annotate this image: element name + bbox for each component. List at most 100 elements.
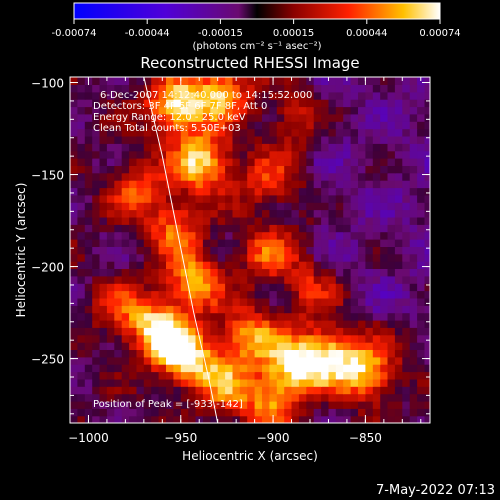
heatmap-cell [372, 180, 381, 189]
heatmap-cell [210, 371, 219, 380]
heatmap-cell [328, 113, 337, 122]
heatmap-cell [262, 364, 270, 373]
heatmap-cell [158, 319, 167, 328]
heatmap-cell [306, 231, 315, 240]
heatmap-cell [387, 128, 396, 137]
heatmap-cell [321, 327, 330, 336]
heatmap-cell [210, 283, 219, 292]
heatmap-cell [106, 334, 115, 343]
heatmap-cell [92, 415, 101, 423]
heatmap-cell [99, 415, 108, 423]
heatmap-cell [106, 356, 115, 365]
heatmap-cell [284, 386, 293, 395]
heatmap-cell [180, 77, 189, 85]
heatmap-cell [225, 143, 234, 152]
heatmap-cell [262, 121, 270, 130]
heatmap-cell [291, 268, 300, 277]
heatmap-cell [417, 290, 426, 299]
heatmap-cell [121, 216, 130, 225]
heatmap-cell [180, 268, 189, 277]
heatmap-cell [313, 253, 322, 262]
heatmap-cell [409, 224, 418, 233]
heatmap-cell [173, 349, 182, 358]
heatmap-cell [92, 209, 101, 218]
heatmap-cell [239, 261, 248, 269]
heatmap-cell [129, 121, 138, 130]
heatmap-cell [365, 378, 374, 387]
heatmap-cell [269, 378, 278, 387]
heatmap-cell [188, 400, 197, 409]
heatmap-cell [254, 224, 263, 233]
heatmap-cell [350, 393, 359, 402]
heatmap-cell [166, 91, 174, 100]
heatmap-cell [195, 378, 204, 387]
heatmap-cell [402, 415, 411, 423]
heatmap-cell [387, 371, 396, 380]
heatmap-cell [321, 194, 330, 203]
heatmap-cell [217, 246, 226, 255]
heatmap-cell [180, 239, 189, 247]
heatmap-cell [306, 364, 315, 373]
heatmap-cell [217, 415, 226, 423]
heatmap-cell [387, 342, 396, 350]
heatmap-cell [225, 172, 234, 181]
heatmap-cell [328, 393, 337, 402]
heatmap-cell [417, 135, 426, 144]
heatmap-cell [173, 135, 182, 144]
heatmap-cell [298, 408, 307, 417]
heatmap-cell [129, 334, 138, 343]
heatmap-cell [254, 128, 263, 137]
heatmap-cell [92, 246, 101, 255]
heatmap-cell [158, 253, 167, 262]
heatmap-cell [328, 415, 337, 423]
heatmap-cell [380, 408, 389, 417]
heatmap-cell [151, 180, 160, 189]
heatmap-cell [70, 305, 78, 314]
heatmap-cell [136, 386, 145, 395]
heatmap-cell [77, 150, 86, 159]
heatmap-cell [70, 158, 78, 166]
heatmap-cell [114, 312, 123, 321]
heatmap-cell [158, 113, 167, 122]
heatmap-cell [114, 261, 123, 269]
heatmap-cell [70, 99, 78, 108]
heatmap-cell [188, 180, 197, 189]
heatmap-cell [306, 400, 315, 409]
heatmap-cell [394, 378, 403, 387]
heatmap-cell [394, 202, 403, 211]
heatmap-cell [350, 77, 359, 85]
heatmap-cell [417, 356, 426, 365]
heatmap-cell [129, 216, 138, 225]
heatmap-cell [136, 180, 145, 189]
heatmap-cell [129, 84, 138, 93]
heatmap-cell [298, 224, 307, 233]
heatmap-cell [321, 143, 330, 152]
heatmap-cell [313, 334, 322, 343]
heatmap-cell [129, 327, 138, 336]
heatmap-cell [188, 415, 197, 423]
heatmap-cell [143, 106, 152, 115]
heatmap-cell [202, 268, 211, 277]
heatmap-cell [217, 99, 226, 108]
heatmap-cell [173, 261, 182, 269]
heatmap-cell [77, 356, 86, 365]
heatmap-cell [298, 202, 307, 211]
heatmap-cell [217, 128, 226, 137]
heatmap-cell [129, 187, 138, 196]
peak-label: Position of Peak = [-933,-142] [93, 399, 243, 410]
heatmap-cell [129, 312, 138, 321]
heatmap-cell [70, 231, 78, 240]
heatmap-cell [313, 349, 322, 358]
heatmap-cell [350, 239, 359, 247]
heatmap-cell [121, 239, 130, 247]
heatmap-cell [358, 246, 366, 255]
heatmap-cell [298, 194, 307, 203]
heatmap-cell [358, 143, 366, 152]
heatmap-cell [328, 253, 337, 262]
heatmap-cell [114, 106, 123, 115]
heatmap-cell [217, 113, 226, 122]
heatmap-cell [372, 371, 381, 380]
heatmap-cell [321, 378, 330, 387]
heatmap-cell [313, 121, 322, 130]
heatmap-cell [84, 106, 93, 115]
